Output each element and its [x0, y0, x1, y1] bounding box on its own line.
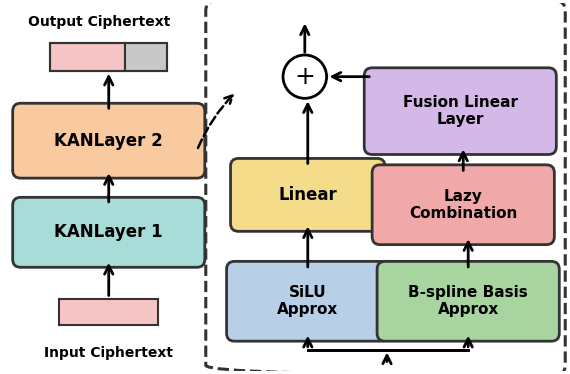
Text: KANLayer 2: KANLayer 2 [54, 132, 163, 150]
Bar [59, 299, 158, 325]
FancyBboxPatch shape [372, 165, 555, 245]
Text: +: + [294, 65, 315, 89]
Text: Fusion Linear
Layer: Fusion Linear Layer [403, 95, 518, 127]
Bar [50, 43, 125, 71]
FancyBboxPatch shape [230, 159, 385, 232]
Circle shape [283, 55, 327, 98]
FancyBboxPatch shape [364, 68, 556, 154]
FancyBboxPatch shape [227, 261, 389, 341]
Text: Lazy
Combination: Lazy Combination [409, 188, 518, 221]
FancyBboxPatch shape [13, 197, 205, 267]
FancyBboxPatch shape [377, 261, 559, 341]
Text: Output Ciphertext: Output Ciphertext [27, 15, 170, 30]
Bar [50, 43, 167, 71]
Text: SiLU
Approx: SiLU Approx [277, 285, 339, 318]
Bar [125, 43, 167, 71]
Text: Input Ciphertext: Input Ciphertext [44, 346, 173, 361]
FancyBboxPatch shape [13, 103, 205, 178]
Text: B-spline Basis
Approx: B-spline Basis Approx [408, 285, 528, 318]
Text: KANLayer 1: KANLayer 1 [54, 223, 163, 241]
Text: Linear: Linear [278, 186, 337, 204]
